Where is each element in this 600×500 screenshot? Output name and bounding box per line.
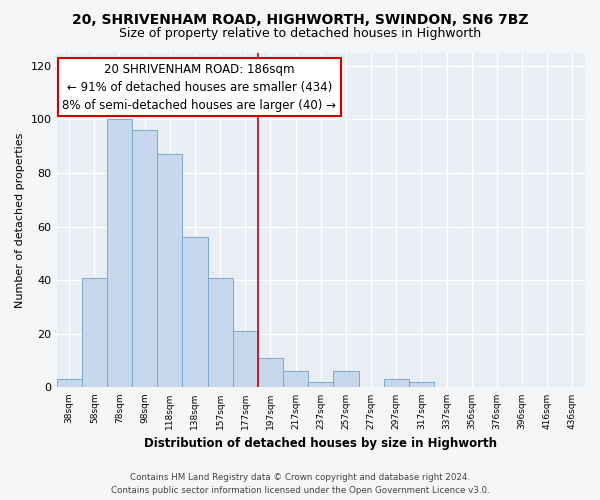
Bar [409,382,434,388]
Bar [308,382,334,388]
Bar [132,130,157,388]
Text: Contains HM Land Registry data © Crown copyright and database right 2024.
Contai: Contains HM Land Registry data © Crown c… [110,474,490,495]
Bar [208,278,233,388]
Bar [334,372,359,388]
Bar [182,238,208,388]
Bar [82,278,107,388]
X-axis label: Distribution of detached houses by size in Highworth: Distribution of detached houses by size … [144,437,497,450]
Y-axis label: Number of detached properties: Number of detached properties [15,132,25,308]
Bar [383,380,409,388]
Bar [56,380,82,388]
Text: 20 SHRIVENHAM ROAD: 186sqm
← 91% of detached houses are smaller (434)
8% of semi: 20 SHRIVENHAM ROAD: 186sqm ← 91% of deta… [62,62,336,112]
Bar [107,120,132,388]
Bar [157,154,182,388]
Bar [258,358,283,388]
Text: Size of property relative to detached houses in Highworth: Size of property relative to detached ho… [119,28,481,40]
Bar [283,372,308,388]
Text: 20, SHRIVENHAM ROAD, HIGHWORTH, SWINDON, SN6 7BZ: 20, SHRIVENHAM ROAD, HIGHWORTH, SWINDON,… [72,12,528,26]
Bar [233,331,258,388]
